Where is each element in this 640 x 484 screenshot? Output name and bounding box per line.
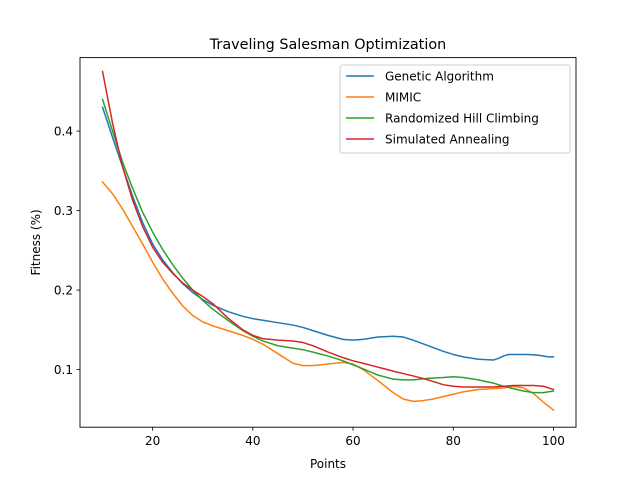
series-lines bbox=[101, 70, 555, 412]
series-line-mimic bbox=[101, 180, 555, 412]
legend-label-simulated-annealing: Simulated Annealing bbox=[385, 133, 510, 147]
legend-label-mimic: MIMIC bbox=[385, 91, 421, 105]
chart-title: Traveling Salesman Optimization bbox=[209, 37, 447, 53]
y-tick-label: 0.2 bbox=[54, 284, 73, 298]
series-line-simulated-annealing bbox=[101, 70, 555, 391]
legend-label-randomized-hill-climbing: Randomized Hill Climbing bbox=[385, 112, 539, 126]
x-tick-label: 80 bbox=[446, 434, 461, 448]
x-tick-label: 20 bbox=[145, 434, 160, 448]
legend-label-genetic-algorithm: Genetic Algorithm bbox=[385, 70, 494, 84]
y-tick-label: 0.3 bbox=[54, 204, 73, 218]
x-tick-label: 60 bbox=[345, 434, 360, 448]
legend: Genetic Algorithm MIMIC Randomized Hill … bbox=[339, 64, 571, 154]
x-tick-label: 100 bbox=[542, 434, 565, 448]
plot-area-frame bbox=[79, 57, 577, 428]
x-axis-label: Points bbox=[310, 457, 346, 471]
axis-ticks: 20 40 60 80 100 0.1 0.2 0.3 0.4 bbox=[54, 125, 565, 449]
y-tick-label: 0.1 bbox=[54, 363, 73, 377]
y-tick-label: 0.4 bbox=[54, 125, 73, 139]
series-line-randomized-hill-climbing bbox=[101, 98, 555, 394]
legend-box bbox=[339, 64, 571, 154]
y-axis-label: Fitness (%) bbox=[29, 209, 43, 275]
x-tick-label: 40 bbox=[245, 434, 260, 448]
